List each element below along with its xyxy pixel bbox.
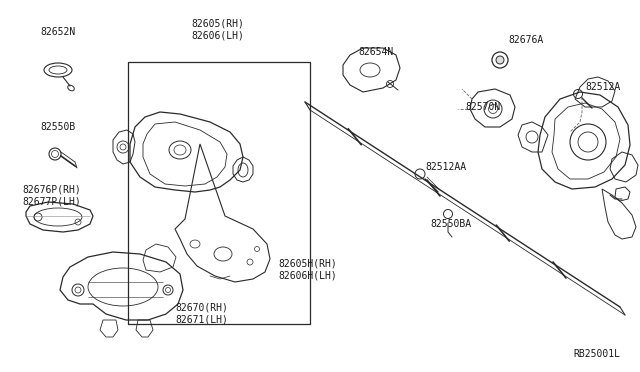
Text: 82512A: 82512A (585, 82, 620, 92)
Text: 82676P(RH): 82676P(RH) (22, 184, 81, 194)
Text: 82670(RH): 82670(RH) (175, 302, 228, 312)
Text: 82606H(LH): 82606H(LH) (278, 271, 337, 281)
Text: 82512AA: 82512AA (425, 162, 466, 172)
Text: RB25001L: RB25001L (573, 349, 620, 359)
Text: 82570N: 82570N (465, 102, 500, 112)
Text: 82550BA: 82550BA (430, 219, 471, 229)
Text: 82677P(LH): 82677P(LH) (22, 197, 81, 207)
Ellipse shape (496, 56, 504, 64)
Text: 82654N: 82654N (358, 47, 393, 57)
Text: 82606(LH): 82606(LH) (191, 30, 244, 40)
Text: 82676A: 82676A (508, 35, 543, 45)
Text: 82605H(RH): 82605H(RH) (278, 259, 337, 269)
Text: 82605(RH): 82605(RH) (191, 19, 244, 29)
Text: 82671(LH): 82671(LH) (175, 314, 228, 324)
Text: 82652N: 82652N (40, 27, 76, 37)
Text: 82550B: 82550B (40, 122, 76, 132)
